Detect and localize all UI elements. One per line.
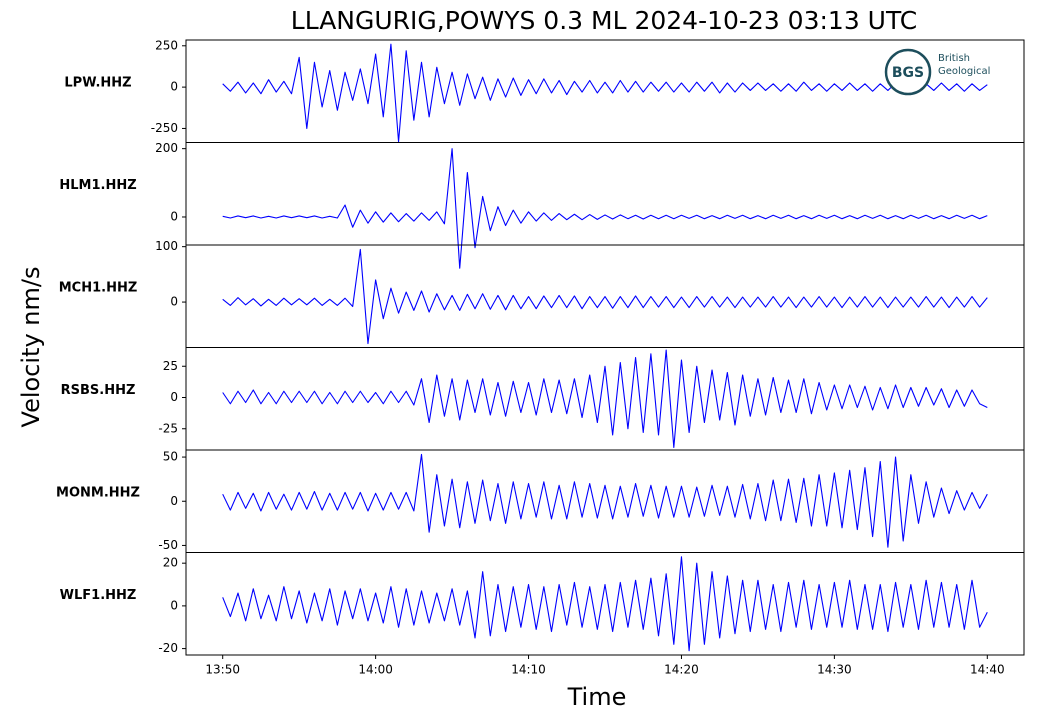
logo-ring — [884, 48, 932, 96]
y-tick-label: 100 — [155, 239, 178, 253]
figure-title: LLANGURIG,POWYS 0.3 ML 2024-10-23 03:13 … — [291, 6, 917, 35]
x-tick-label: 14:20 — [664, 663, 699, 677]
y-tick-label: 0 — [170, 598, 178, 612]
waveform — [222, 453, 988, 548]
y-axis-label: Velocity nm/s — [17, 267, 45, 428]
y-tick-label: 0 — [170, 390, 178, 404]
logo: BGS British Geological — [884, 48, 990, 96]
y-tick-label: 20 — [163, 556, 178, 570]
station-label: MCH1.HHZ — [59, 281, 138, 296]
station-label: LPW.HHZ — [64, 76, 131, 91]
y-tick-label: 25 — [163, 359, 178, 373]
waveform — [222, 556, 988, 652]
logo-text: British — [938, 53, 970, 64]
y-tick-label: 0 — [170, 209, 178, 223]
waveform — [222, 248, 988, 345]
y-tick-label: 0 — [170, 295, 178, 309]
panel-frame — [185, 552, 1025, 656]
y-tick-label: 0 — [170, 494, 178, 508]
x-tick-label: 14:30 — [817, 663, 852, 677]
x-tick-label: 14:10 — [511, 663, 546, 677]
station-label: MONM.HHZ — [56, 486, 140, 501]
waveform — [222, 349, 988, 449]
y-tick-label: -250 — [151, 121, 178, 135]
y-tick-label: -50 — [158, 538, 178, 552]
y-tick-label: 50 — [163, 450, 178, 464]
waveform — [222, 148, 988, 269]
y-tick-label: -20 — [158, 641, 178, 655]
x-axis-label: Time — [567, 683, 627, 711]
station-label: HLM1.HHZ — [59, 178, 136, 193]
logo-abbr: BGS — [892, 65, 924, 81]
y-tick-label: 200 — [155, 141, 178, 155]
x-tick-label: 14:00 — [358, 663, 393, 677]
station-label: RSBS.HHZ — [61, 383, 136, 398]
x-tick-label: 14:40 — [970, 663, 1005, 677]
y-tick-label: 0 — [170, 80, 178, 94]
y-tick-label: 250 — [155, 38, 178, 52]
waveform — [222, 43, 988, 143]
logo-text: Geological — [938, 66, 990, 77]
x-tick-label: 13:50 — [205, 663, 240, 677]
y-tick-label: -25 — [158, 421, 178, 435]
station-label: WLF1.HHZ — [60, 588, 137, 603]
